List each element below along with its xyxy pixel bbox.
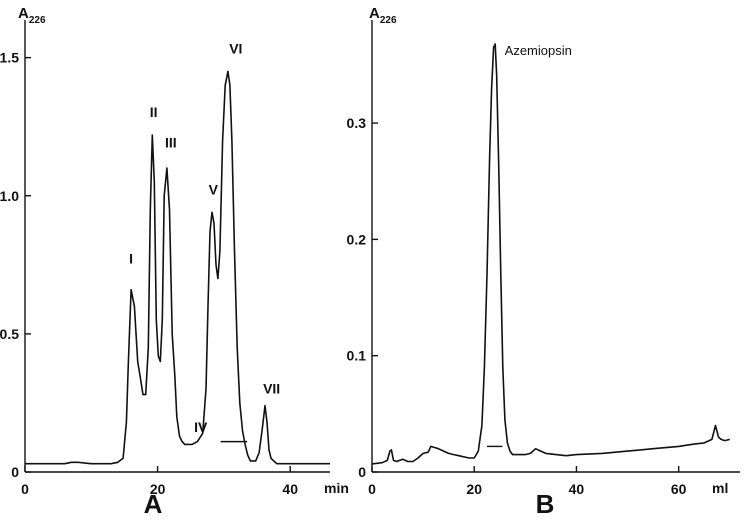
panel-b-y-tick-label: 0.3	[347, 115, 367, 131]
panel-b-y-tick-label: 0.2	[347, 231, 367, 247]
panel-b-y-tick-label: 0.1	[347, 348, 367, 364]
peak-label: V	[209, 182, 219, 198]
panel-a-y-tick-label: 1.0	[0, 188, 19, 204]
panel-a-x-tick-label: 0	[21, 481, 29, 497]
panel-b-absorbance-curve	[371, 43, 730, 465]
panel-a-y-tick-label: 0.5	[0, 326, 19, 342]
panel-a-y-tick-label: 1.5	[0, 50, 19, 66]
panel-b-x-unit: ml	[712, 480, 728, 496]
peak-label: VII	[263, 380, 280, 396]
panel-b: A226 B ml 0 0.1 0.2 0.3 0 20 40 60 Azemiopsin	[347, 5, 740, 519]
panel-b-label: B	[536, 489, 555, 519]
panel-a-x-tick-label: 20	[150, 481, 166, 497]
panel-a-y-tick-label: 0	[11, 464, 19, 480]
peak-label: III	[165, 135, 177, 151]
panel-b-x-tick-label: 20	[466, 481, 482, 497]
panel-b-y-axis-label: A226	[369, 5, 397, 26]
panel-b-y-tick-label: 0	[358, 464, 366, 480]
panel-b-x-tick-label: 40	[569, 481, 585, 497]
panel-a-y-axis-label: A226	[18, 5, 46, 26]
panel-a-absorbance-curve	[25, 70, 330, 465]
panel-b-x-tick-label: 0	[368, 481, 376, 497]
peak-label: I	[129, 251, 133, 267]
peak-label: II	[150, 104, 158, 120]
panel-b-x-tick-label: 60	[671, 481, 687, 497]
peak-label: VI	[229, 41, 242, 57]
panel-a-label: A	[144, 489, 163, 519]
peak-annotation: Azemiopsin	[505, 43, 572, 58]
panel-a-x-tick-label: 40	[282, 481, 298, 497]
panel-a-x-unit: min	[324, 480, 349, 496]
peak-label: IV	[194, 419, 208, 435]
